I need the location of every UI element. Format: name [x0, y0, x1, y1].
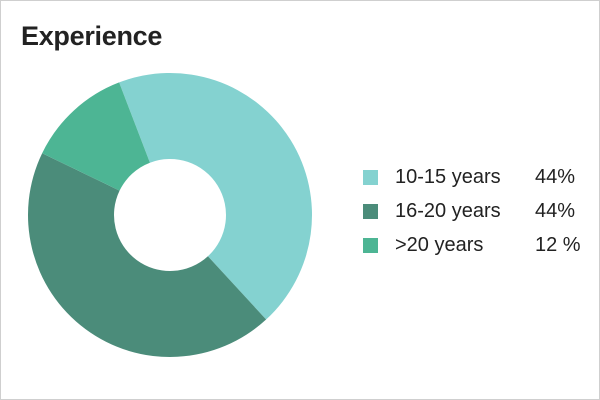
- legend-item: >20 years 12 %: [363, 232, 593, 266]
- legend-swatch: [363, 170, 378, 185]
- legend-value: 44%: [535, 200, 576, 222]
- chart-legend: 10-15 years 44% 16-20 years 44% >20 year…: [363, 164, 593, 266]
- legend-label: 16-20 years: [395, 200, 501, 222]
- donut-slice-3: [42, 82, 150, 191]
- legend-swatch: [363, 204, 378, 219]
- donut-slice-1: [119, 73, 312, 320]
- donut-slice-2: [28, 153, 267, 357]
- legend-item: 16-20 years 44%: [363, 198, 593, 232]
- legend-value: 12 %: [535, 234, 581, 256]
- legend-value: 44%: [535, 166, 576, 188]
- legend-item: 10-15 years 44%: [363, 164, 593, 198]
- legend-label: >20 years: [395, 234, 484, 256]
- legend-label: 10-15 years: [395, 166, 501, 188]
- legend-swatch: [363, 238, 378, 253]
- chart-title: Experience: [21, 21, 163, 51]
